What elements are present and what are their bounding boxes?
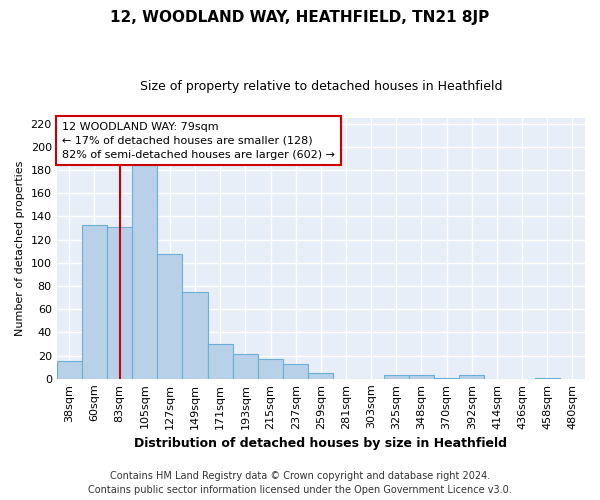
Bar — [208, 344, 233, 379]
Text: 12 WOODLAND WAY: 79sqm
← 17% of detached houses are smaller (128)
82% of semi-de: 12 WOODLAND WAY: 79sqm ← 17% of detached… — [62, 122, 335, 160]
Bar — [384, 376, 409, 379]
Bar — [107, 227, 132, 379]
Bar — [535, 378, 560, 379]
Bar — [132, 166, 157, 379]
Text: Contains HM Land Registry data © Crown copyright and database right 2024.
Contai: Contains HM Land Registry data © Crown c… — [88, 471, 512, 495]
Bar — [308, 373, 334, 379]
Bar — [258, 359, 283, 379]
Bar — [82, 224, 107, 379]
Bar — [409, 376, 434, 379]
Title: Size of property relative to detached houses in Heathfield: Size of property relative to detached ho… — [140, 80, 502, 93]
Bar — [157, 254, 182, 379]
Text: 12, WOODLAND WAY, HEATHFIELD, TN21 8JP: 12, WOODLAND WAY, HEATHFIELD, TN21 8JP — [110, 10, 490, 25]
Y-axis label: Number of detached properties: Number of detached properties — [15, 160, 25, 336]
Bar — [459, 376, 484, 379]
Bar — [56, 362, 82, 379]
Bar — [182, 292, 208, 379]
X-axis label: Distribution of detached houses by size in Heathfield: Distribution of detached houses by size … — [134, 437, 508, 450]
Bar — [233, 354, 258, 379]
Bar — [283, 364, 308, 379]
Bar — [434, 378, 459, 379]
